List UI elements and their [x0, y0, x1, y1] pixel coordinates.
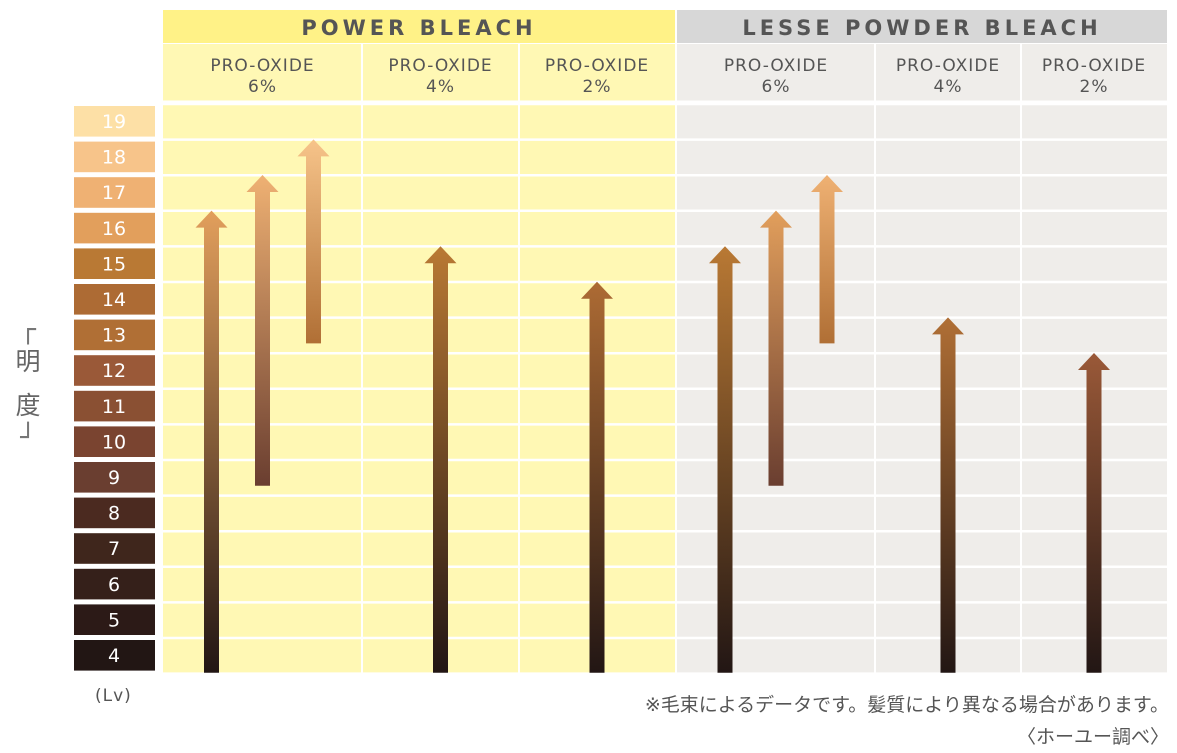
column-header-line1: PRO-OXIDE	[388, 56, 492, 76]
level-label-18: 18	[102, 147, 126, 169]
column-header-line1: PRO-OXIDE	[1042, 56, 1146, 76]
footnote-disclaimer: ※毛束によるデータです。髪質により異なる場合があります。	[644, 694, 1169, 716]
level-swatch-13	[74, 319, 155, 351]
arrow-g2-c1-13-to-17	[811, 175, 843, 344]
level-label-9: 9	[108, 467, 120, 489]
level-swatch-12	[74, 355, 155, 386]
level-label-4: 4	[108, 645, 120, 667]
column-header-line2: 2%	[1080, 77, 1109, 97]
level-swatch-8	[74, 497, 155, 529]
level-label-14: 14	[102, 289, 126, 311]
column-header-line2: 4%	[934, 77, 963, 97]
y-axis-label: ┌ 明度 ┘	[10, 315, 46, 453]
column-header-line1: PRO-OXIDE	[724, 56, 828, 76]
arrow-g1-c1-9-to-17	[246, 175, 279, 486]
level-label-6: 6	[108, 574, 120, 596]
level-swatch-6	[74, 568, 155, 600]
column-header-line2: 2%	[583, 77, 612, 97]
group-title-2: LESSE POWDER BLEACH	[742, 16, 1101, 40]
arrow-g1-c1-13-to-18	[297, 139, 330, 344]
arrow-g1-c2-4-to-15	[424, 246, 457, 673]
arrow-g1-c3-4-to-14	[581, 281, 613, 673]
level-label-8: 8	[108, 503, 120, 525]
level-label-19: 19	[102, 111, 126, 133]
level-swatch-16	[74, 212, 155, 244]
column-header-line2: 4%	[426, 77, 455, 97]
y-axis-bracket-top: ┌	[20, 315, 36, 345]
level-label-15: 15	[102, 253, 126, 275]
level-label-16: 16	[102, 218, 126, 240]
arrow-g2-c3-4-to-12	[1078, 353, 1110, 673]
column-header-line1: PRO-OXIDE	[210, 56, 314, 76]
level-swatch-18	[74, 141, 155, 173]
level-swatch-19	[74, 106, 155, 137]
y-axis-label-char: 明	[15, 347, 41, 376]
y-axis-label-text: 明度	[10, 340, 46, 428]
arrow-g2-c1-4-to-15	[709, 246, 741, 673]
level-swatch-14	[74, 284, 155, 315]
level-label-12: 12	[102, 360, 126, 382]
level-swatch-7	[74, 533, 155, 564]
arrow-g2-c2-4-to-13	[932, 317, 964, 673]
level-swatch-10	[74, 426, 155, 457]
y-axis-label-char: 度	[15, 391, 41, 420]
unit-label: (Lv)	[95, 686, 132, 706]
column-header-line2: 6%	[762, 77, 791, 97]
group-body-bg-2	[677, 44, 1167, 674]
y-axis-bracket-bottom: ┘	[20, 423, 36, 453]
level-swatch-11	[74, 390, 155, 422]
arrow-g2-c1-9-to-16	[760, 210, 792, 486]
level-label-17: 17	[102, 182, 126, 204]
group-title-1: POWER BLEACH	[301, 16, 536, 40]
column-header-line1: PRO-OXIDE	[545, 56, 649, 76]
level-swatch-9	[74, 462, 155, 493]
level-swatch-15	[74, 248, 155, 279]
arrow-g1-c1-4-to-16	[195, 210, 228, 673]
level-label-11: 11	[102, 396, 126, 418]
level-label-13: 13	[102, 325, 126, 347]
column-header-line2: 6%	[248, 77, 277, 97]
level-swatch-4	[74, 640, 155, 671]
level-label-7: 7	[108, 538, 120, 560]
group-header-bg-2	[677, 10, 1167, 43]
level-swatch-17	[74, 177, 155, 208]
column-header-line1: PRO-OXIDE	[896, 56, 1000, 76]
level-swatch-5	[74, 604, 155, 635]
level-label-10: 10	[102, 431, 126, 453]
group-header-bg-1	[163, 10, 675, 43]
footnote-source: 〈ホーユー調べ〉	[1016, 726, 1169, 748]
level-label-5: 5	[108, 609, 120, 631]
